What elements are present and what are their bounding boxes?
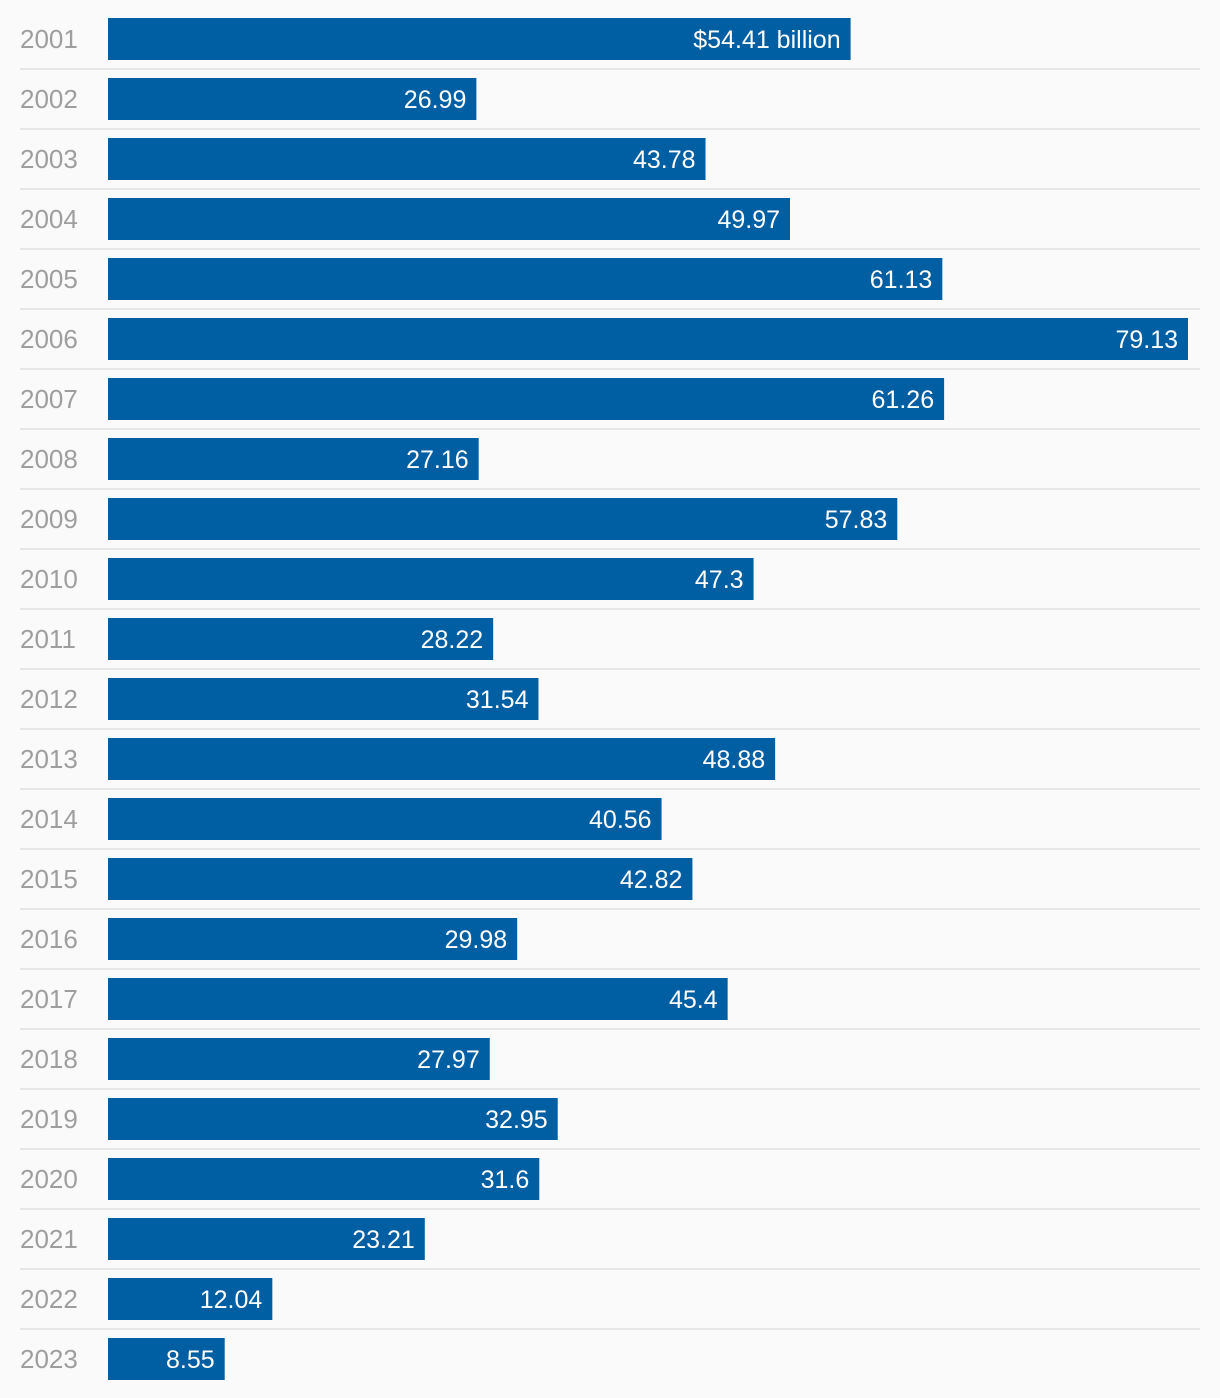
bar-2003 (108, 138, 706, 180)
category-label-2005: 2005 (20, 264, 78, 294)
value-label-2009: 57.83 (825, 506, 888, 534)
category-label-2013: 2013 (20, 744, 78, 774)
value-label-2022: 12.04 (200, 1286, 263, 1314)
bar-2001 (108, 18, 851, 60)
bar-2009 (108, 498, 898, 540)
category-label-2012: 2012 (20, 684, 78, 714)
category-label-2017: 2017 (20, 984, 78, 1014)
category-label-2007: 2007 (20, 384, 78, 414)
bar-2004 (108, 198, 791, 240)
row-dividers (20, 68, 1200, 1330)
bar-2014 (108, 798, 662, 840)
bar-2008 (108, 438, 479, 480)
value-label-2019: 32.95 (485, 1106, 548, 1134)
category-label-2016: 2016 (20, 924, 78, 954)
value-label-2003: 43.78 (633, 146, 696, 174)
category-label-2004: 2004 (20, 204, 78, 234)
value-label-2006: 79.13 (1115, 326, 1178, 354)
category-label-2020: 2020 (20, 1164, 78, 1194)
bar-2017 (108, 978, 728, 1020)
category-label-2019: 2019 (20, 1104, 78, 1134)
value-label-2001: $54.41 billion (693, 26, 840, 54)
bar-2007 (108, 378, 945, 420)
category-label-2018: 2018 (20, 1044, 78, 1074)
category-label-2015: 2015 (20, 864, 78, 894)
bar-2021 (108, 1218, 425, 1260)
bar-2002 (108, 78, 477, 120)
bar-2006 (108, 318, 1188, 360)
value-label-2012: 31.54 (466, 686, 529, 714)
bar-2018 (108, 1038, 490, 1080)
bar-2022 (108, 1278, 273, 1320)
bar-2023 (108, 1338, 225, 1380)
bar-2020 (108, 1158, 540, 1200)
value-label-2018: 27.97 (417, 1046, 480, 1074)
category-label-2002: 2002 (20, 84, 78, 114)
category-label-2006: 2006 (20, 324, 78, 354)
value-label-2008: 27.16 (406, 446, 469, 474)
category-label-2003: 2003 (20, 144, 78, 174)
value-label-2023: 8.55 (166, 1346, 215, 1374)
bar-2013 (108, 738, 776, 780)
value-label-2005: 61.13 (870, 266, 933, 294)
bar-2011 (108, 618, 494, 660)
value-label-2007: 61.26 (872, 386, 935, 414)
value-label-2004: 49.97 (717, 206, 780, 234)
category-label-2011: 2011 (20, 624, 76, 654)
value-label-2017: 45.4 (669, 986, 718, 1014)
bar-series: 2001 $54.41 billion 2002 26.99 2003 43.78 2004… (20, 18, 1188, 1380)
bar-2010 (108, 558, 754, 600)
value-label-2011: 28.22 (421, 626, 484, 654)
value-label-2014: 40.56 (589, 806, 652, 834)
category-label-2023: 2023 (20, 1344, 78, 1374)
category-label-2009: 2009 (20, 504, 78, 534)
bar-2016 (108, 918, 518, 960)
value-label-2021: 23.21 (352, 1226, 415, 1254)
category-label-2022: 2022 (20, 1284, 78, 1314)
bar-2005 (108, 258, 943, 300)
category-label-2008: 2008 (20, 444, 78, 474)
value-label-2010: 47.3 (695, 566, 744, 594)
value-label-2002: 26.99 (404, 86, 467, 114)
bar-2015 (108, 858, 693, 900)
value-label-2020: 31.6 (481, 1166, 530, 1194)
category-label-2001: 2001 (20, 24, 78, 54)
bar-2012 (108, 678, 539, 720)
value-label-2013: 48.88 (703, 746, 766, 774)
category-label-2014: 2014 (20, 804, 78, 834)
value-label-2016: 29.98 (445, 926, 508, 954)
bar-2019 (108, 1098, 558, 1140)
category-label-2021: 2021 (20, 1224, 78, 1254)
value-label-2015: 42.82 (620, 866, 683, 894)
category-label-2010: 2010 (20, 564, 78, 594)
